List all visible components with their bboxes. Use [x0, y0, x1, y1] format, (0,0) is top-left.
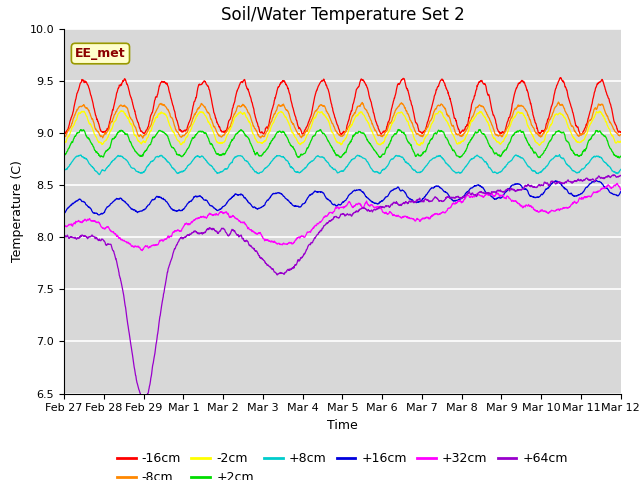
- -2cm: [550, 115, 557, 121]
- +8cm: [314, 153, 322, 159]
- -8cm: [60, 133, 68, 139]
- Legend: -16cm, -8cm, -2cm, +2cm, +8cm, +16cm, +32cm, +64cm: -16cm, -8cm, -2cm, +2cm, +8cm, +16cm, +3…: [112, 447, 573, 480]
- +16cm: [617, 189, 625, 194]
- -16cm: [60, 131, 68, 136]
- Title: Soil/Water Temperature Set 2: Soil/Water Temperature Set 2: [221, 6, 464, 24]
- +8cm: [373, 169, 381, 175]
- -8cm: [617, 132, 625, 137]
- -8cm: [314, 105, 322, 111]
- +2cm: [394, 127, 402, 132]
- -16cm: [314, 84, 322, 90]
- +16cm: [60, 211, 68, 217]
- +16cm: [593, 178, 600, 183]
- Line: +32cm: +32cm: [64, 183, 621, 251]
- -16cm: [373, 121, 381, 127]
- +32cm: [613, 180, 621, 186]
- +16cm: [95, 212, 103, 218]
- +2cm: [615, 155, 623, 161]
- Line: +2cm: +2cm: [64, 130, 621, 158]
- -16cm: [617, 129, 625, 135]
- +8cm: [617, 167, 625, 172]
- +64cm: [566, 179, 573, 184]
- -8cm: [373, 131, 381, 136]
- -8cm: [566, 118, 573, 124]
- Line: -8cm: -8cm: [64, 102, 621, 138]
- -16cm: [549, 98, 557, 104]
- +8cm: [617, 167, 625, 173]
- X-axis label: Time: Time: [327, 419, 358, 432]
- +32cm: [550, 208, 557, 214]
- +64cm: [60, 234, 68, 240]
- Text: EE_met: EE_met: [75, 47, 126, 60]
- +16cm: [373, 201, 381, 207]
- -16cm: [478, 78, 486, 84]
- +64cm: [478, 190, 486, 196]
- Line: +64cm: +64cm: [64, 175, 621, 399]
- +64cm: [314, 231, 322, 237]
- +16cm: [314, 189, 322, 195]
- +2cm: [617, 153, 625, 159]
- -8cm: [554, 99, 562, 105]
- +8cm: [95, 172, 103, 178]
- +64cm: [617, 172, 625, 178]
- -16cm: [578, 132, 586, 138]
- +16cm: [550, 179, 557, 185]
- -2cm: [118, 108, 125, 114]
- +64cm: [550, 179, 557, 184]
- -2cm: [617, 138, 625, 144]
- Line: +16cm: +16cm: [64, 180, 621, 215]
- Y-axis label: Temperature (C): Temperature (C): [11, 160, 24, 262]
- +8cm: [566, 163, 573, 169]
- -16cm: [617, 129, 625, 135]
- +2cm: [566, 142, 573, 147]
- -2cm: [416, 143, 424, 148]
- -2cm: [566, 126, 573, 132]
- -2cm: [314, 109, 322, 115]
- +64cm: [611, 172, 618, 178]
- -8cm: [617, 132, 625, 137]
- Line: -16cm: -16cm: [64, 78, 621, 135]
- -2cm: [617, 139, 625, 144]
- -8cm: [478, 104, 486, 109]
- +2cm: [314, 128, 322, 134]
- +2cm: [550, 132, 557, 138]
- -16cm: [556, 75, 564, 81]
- +2cm: [373, 150, 381, 156]
- +16cm: [617, 189, 625, 195]
- +32cm: [617, 187, 625, 192]
- -2cm: [60, 140, 68, 145]
- -16cm: [566, 98, 573, 104]
- +8cm: [550, 156, 557, 161]
- +32cm: [478, 193, 486, 199]
- +32cm: [314, 221, 322, 227]
- +64cm: [617, 172, 625, 178]
- +2cm: [617, 154, 625, 160]
- +32cm: [566, 204, 573, 210]
- Line: +8cm: +8cm: [64, 155, 621, 175]
- +32cm: [617, 187, 625, 193]
- Line: -2cm: -2cm: [64, 111, 621, 145]
- -2cm: [479, 111, 486, 117]
- +16cm: [478, 184, 486, 190]
- +2cm: [60, 152, 68, 158]
- +64cm: [373, 206, 381, 212]
- +64cm: [141, 396, 148, 402]
- +8cm: [60, 168, 68, 173]
- -8cm: [139, 135, 147, 141]
- -2cm: [373, 141, 381, 146]
- +16cm: [566, 191, 573, 196]
- +32cm: [373, 204, 381, 210]
- +32cm: [60, 224, 68, 229]
- +32cm: [138, 248, 146, 253]
- +8cm: [478, 156, 486, 161]
- +8cm: [556, 152, 563, 157]
- -8cm: [550, 109, 557, 115]
- +2cm: [478, 131, 486, 136]
